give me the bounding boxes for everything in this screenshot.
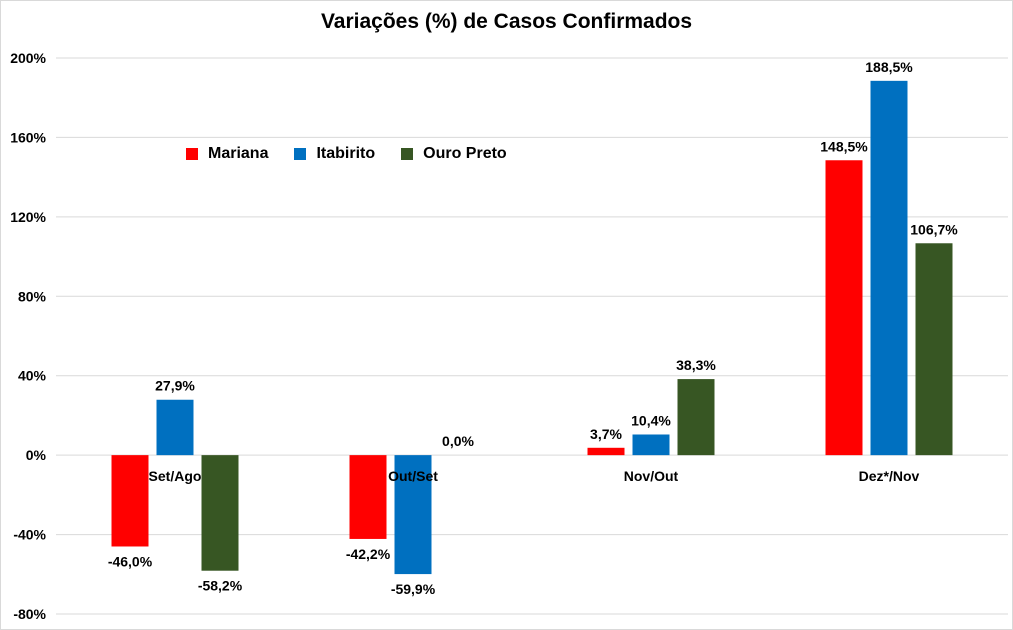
- data-label: 27,9%: [155, 378, 195, 394]
- legend-swatch-mariana: [186, 148, 198, 160]
- y-tick-label: 120%: [10, 209, 46, 225]
- bar: [156, 399, 194, 456]
- bar: [677, 379, 715, 456]
- data-label: -42,2%: [346, 546, 391, 562]
- data-label: 3,7%: [590, 426, 622, 442]
- y-tick-label: 160%: [10, 129, 46, 145]
- x-tick-label: Set/Ago: [149, 468, 202, 484]
- y-tick-label: 0%: [26, 447, 47, 463]
- bar: [632, 434, 670, 456]
- data-label: 38,3%: [676, 357, 716, 373]
- y-tick-label: 200%: [10, 50, 46, 66]
- legend-item-itabirito: Itabirito: [294, 145, 375, 163]
- data-label: -59,9%: [391, 581, 436, 597]
- legend-swatch-ouro-preto: [401, 148, 414, 160]
- data-label: 106,7%: [910, 221, 958, 237]
- legend-label-mariana: Mariana: [208, 145, 269, 162]
- legend-item-ouro-preto: Ouro Preto: [401, 145, 507, 163]
- x-tick-label: Dez*/Nov: [859, 468, 920, 484]
- chart-title: Variações (%) de Casos Confirmados: [320, 10, 693, 33]
- data-label: -46,0%: [108, 553, 153, 569]
- bar: [349, 455, 387, 539]
- bar: [915, 243, 953, 456]
- data-label: -58,2%: [198, 578, 243, 594]
- data-label: 0,0%: [442, 433, 474, 449]
- x-tick-label: Out/Set: [388, 468, 438, 484]
- y-tick-label: 40%: [18, 368, 47, 384]
- data-label: 10,4%: [631, 412, 671, 428]
- bar: [587, 447, 625, 456]
- y-tick-label: 80%: [18, 288, 47, 304]
- legend: Mariana Itabirito Ouro Preto: [186, 145, 507, 163]
- data-label: 148,5%: [820, 138, 868, 154]
- bar: [111, 455, 149, 547]
- bar: [201, 455, 239, 571]
- legend-label-itabirito: Itabirito: [316, 145, 376, 162]
- bar: [394, 455, 432, 575]
- bar: [870, 80, 908, 456]
- data-label: 188,5%: [865, 59, 913, 75]
- y-tick-label: -40%: [13, 527, 46, 543]
- legend-label-ouro-preto: Ouro Preto: [423, 145, 507, 162]
- x-tick-label: Nov/Out: [624, 468, 679, 484]
- bar: [825, 160, 863, 456]
- legend-item-mariana: Mariana: [186, 145, 268, 163]
- y-tick-label: -80%: [13, 606, 46, 622]
- legend-swatch-itabirito: [294, 148, 307, 160]
